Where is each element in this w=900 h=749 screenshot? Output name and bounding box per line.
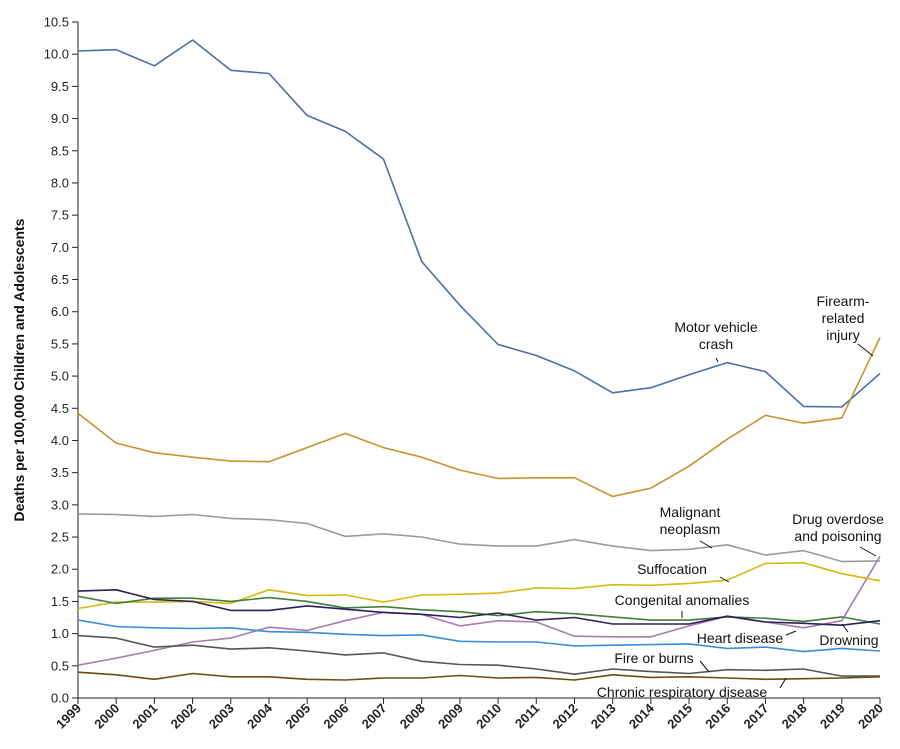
annotation-line: neoplasm — [660, 521, 721, 537]
annotation-line: Firearm- — [817, 293, 870, 309]
x-tick-label: 2007 — [359, 701, 390, 732]
y-tick-label: 4.0 — [51, 433, 69, 448]
series-annotation: Malignant neoplasm — [660, 504, 721, 537]
annotation-line: Heart disease — [697, 630, 784, 646]
x-tick-label: 2004 — [244, 700, 276, 732]
y-tick-label: 6.0 — [51, 304, 69, 319]
y-tick-label: 6.5 — [51, 272, 69, 287]
series-annotation: Firearm-related injury — [817, 293, 870, 343]
annotation-leader-line — [715, 357, 719, 363]
y-tick-label: 10.0 — [44, 47, 69, 62]
y-tick-label: 3.0 — [51, 497, 69, 512]
x-tick-label: 2005 — [282, 701, 313, 732]
annotation-line: injury — [826, 327, 859, 343]
series-annotation: Suffocation — [637, 561, 707, 577]
annotation-leader-line — [857, 343, 874, 357]
annotation-line: Drowning — [819, 632, 878, 648]
annotation-leader-line — [841, 623, 849, 633]
x-tick-label: 2017 — [740, 701, 771, 732]
x-tick-label: 2001 — [129, 701, 160, 732]
y-axis-label: Deaths per 100,000 Children and Adolesce… — [11, 218, 27, 521]
y-tick-label: 2.5 — [51, 530, 69, 545]
y-tick-label: 1.5 — [51, 594, 69, 609]
x-tick-label: 2003 — [206, 701, 237, 732]
x-tick-label: 2016 — [702, 701, 733, 732]
x-tick-label: 2019 — [817, 701, 848, 732]
annotation-leader-line — [719, 576, 730, 583]
annotation-line: Malignant — [660, 504, 721, 520]
series-annotation: Chronic respiratory disease — [597, 684, 768, 700]
x-tick-label: 2015 — [664, 701, 695, 732]
annotation-line: Motor vehicle — [674, 319, 757, 335]
series-annotation: Fire or burns — [614, 650, 693, 666]
y-tick-label: 4.5 — [51, 401, 69, 416]
series-line-motor-vehicle-crash — [77, 39, 881, 408]
annotation-line: Congenital anomalies — [615, 592, 750, 608]
x-tick-label: 2006 — [320, 701, 351, 732]
y-axis: 0.0 0.5 1.0 1.5 2.0 2.5 3.0 3.5 4.0 4.5 5.0 5.5 6.0 6… — [44, 15, 79, 706]
y-tick-label: 1.0 — [51, 626, 69, 641]
annotation-leader-line — [699, 540, 713, 549]
y-tick-label: 0.5 — [51, 658, 69, 673]
annotation-layer: Motor vehicle crash Firearm-related injury M… — [597, 293, 884, 700]
annotation-line: Drug overdose — [792, 511, 884, 527]
x-tick-label: 2020 — [855, 701, 886, 732]
x-tick-label: 2010 — [473, 701, 504, 732]
y-tick-label: 10.5 — [44, 15, 69, 30]
series-line-firearm-related-injury — [77, 337, 881, 498]
series-line-suffocation — [77, 562, 881, 610]
x-tick-label: 2012 — [550, 701, 581, 732]
series-annotation: Drowning — [819, 632, 878, 648]
y-tick-label: 9.0 — [51, 111, 69, 126]
y-tick-label: 5.5 — [51, 336, 69, 351]
x-tick-label: 2009 — [435, 701, 466, 732]
series-layer — [77, 39, 881, 681]
y-tick-label: 7.5 — [51, 208, 69, 223]
series-line-drowning — [77, 589, 881, 626]
x-tick-label: 2002 — [168, 701, 199, 732]
series-annotation: Congenital anomalies — [615, 592, 750, 608]
series-line-fire-or-burns — [77, 634, 880, 677]
y-tick-label: 3.5 — [51, 465, 69, 480]
x-tick-label: 2018 — [779, 701, 810, 732]
y-tick-label: 8.0 — [51, 175, 69, 190]
x-axis: 1999 2000 2001 2002 2003 2004 2005 2006 2007 2008… — [53, 697, 886, 732]
annotation-line: and poisoning — [794, 528, 881, 544]
annotation-leader-line — [699, 660, 710, 673]
series-line-congenital-anomalies — [77, 595, 881, 625]
x-tick-label: 2008 — [397, 701, 428, 732]
series-line-chronic-respiratory-disease — [77, 671, 881, 681]
annotation-leader-line — [785, 630, 797, 636]
series-line-drug-overdose-and-poisoning — [77, 555, 881, 666]
series-line-malignant-neoplasm — [77, 513, 881, 563]
series-annotation: Motor vehicle crash — [674, 319, 757, 352]
annotation-line: Suffocation — [637, 561, 707, 577]
y-tick-label: 8.5 — [51, 143, 69, 158]
x-tick-label: 2000 — [91, 701, 122, 732]
x-tick-label: 2013 — [588, 701, 619, 732]
series-annotation: Drug overdose and poisoning — [792, 511, 884, 544]
y-tick-label: 0.0 — [51, 691, 69, 706]
y-tick-label: 5.0 — [51, 369, 69, 384]
annotation-line: Fire or burns — [614, 650, 693, 666]
y-tick-label: 7.0 — [51, 240, 69, 255]
annotation-line: crash — [699, 336, 733, 352]
series-annotation: Heart disease — [697, 630, 784, 646]
annotation-leader-line — [779, 677, 787, 689]
x-tick-label: 2014 — [626, 700, 658, 732]
annotation-line: Chronic respiratory disease — [597, 684, 768, 700]
annotation-line: related — [822, 310, 865, 326]
annotation-leader-line — [859, 546, 877, 557]
y-tick-label: 9.5 — [51, 79, 69, 94]
x-tick-label: 2011 — [512, 701, 543, 732]
y-tick-label: 2.0 — [51, 562, 69, 577]
series-line-heart-disease — [77, 619, 881, 653]
